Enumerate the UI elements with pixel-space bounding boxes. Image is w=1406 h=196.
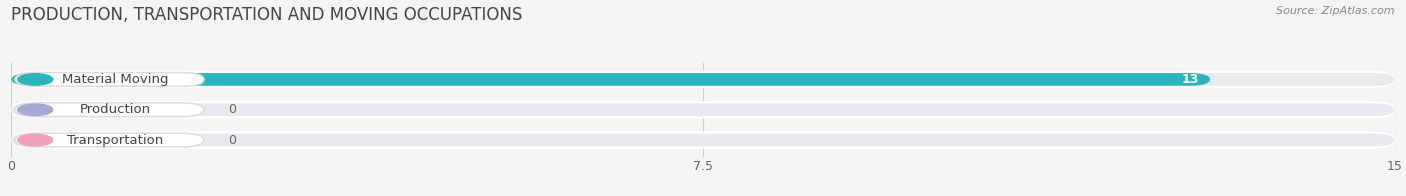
Text: Material Moving: Material Moving — [62, 73, 169, 86]
FancyBboxPatch shape — [15, 73, 204, 86]
FancyBboxPatch shape — [11, 101, 1395, 119]
Text: Transportation: Transportation — [67, 134, 163, 147]
Text: Production: Production — [80, 103, 150, 116]
FancyBboxPatch shape — [11, 73, 1211, 86]
Circle shape — [18, 104, 53, 115]
Circle shape — [18, 74, 53, 85]
FancyBboxPatch shape — [11, 71, 1395, 88]
FancyBboxPatch shape — [15, 103, 204, 117]
FancyBboxPatch shape — [11, 73, 1395, 86]
FancyBboxPatch shape — [11, 103, 1395, 116]
Text: 13: 13 — [1182, 73, 1199, 86]
FancyBboxPatch shape — [15, 133, 204, 147]
FancyBboxPatch shape — [11, 134, 1395, 146]
Circle shape — [18, 134, 53, 146]
FancyBboxPatch shape — [11, 131, 1395, 149]
Text: PRODUCTION, TRANSPORTATION AND MOVING OCCUPATIONS: PRODUCTION, TRANSPORTATION AND MOVING OC… — [11, 6, 523, 24]
Text: Source: ZipAtlas.com: Source: ZipAtlas.com — [1277, 6, 1395, 16]
Text: 0: 0 — [228, 103, 236, 116]
Text: 0: 0 — [228, 134, 236, 147]
